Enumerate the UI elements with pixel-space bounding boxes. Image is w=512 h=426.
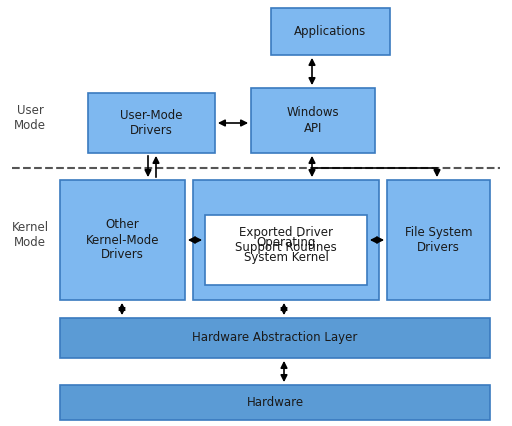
Bar — [88, 93, 215, 153]
Text: Operating
System Kernel: Operating System Kernel — [244, 236, 328, 264]
Bar — [271, 8, 390, 55]
Text: Kernel
Mode: Kernel Mode — [11, 221, 49, 249]
Text: User
Mode: User Mode — [14, 104, 46, 132]
Bar — [60, 180, 185, 300]
Text: Exported Driver
Support Routines: Exported Driver Support Routines — [235, 226, 337, 254]
Text: Hardware: Hardware — [246, 396, 304, 409]
Bar — [387, 180, 490, 300]
Text: Applications: Applications — [294, 25, 367, 38]
Text: Windows
API: Windows API — [287, 106, 339, 135]
Bar — [251, 88, 375, 153]
Text: File System
Drivers: File System Drivers — [405, 226, 472, 254]
Bar — [193, 180, 379, 300]
Text: Other
Kernel-Mode
Drivers: Other Kernel-Mode Drivers — [86, 219, 159, 262]
Bar — [60, 318, 490, 358]
Bar — [205, 215, 367, 285]
Text: Hardware Abstraction Layer: Hardware Abstraction Layer — [193, 331, 358, 345]
Text: User-Mode
Drivers: User-Mode Drivers — [120, 109, 183, 137]
Bar — [60, 385, 490, 420]
